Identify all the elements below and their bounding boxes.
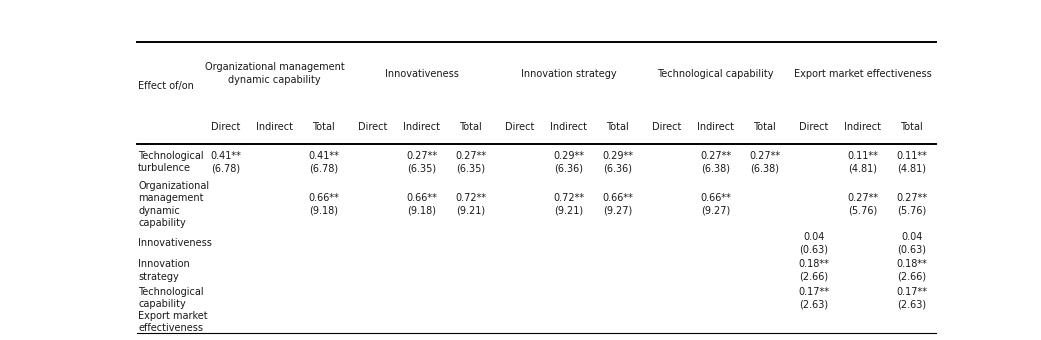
Text: 0.27**
(5.76): 0.27** (5.76) xyxy=(896,193,928,216)
Text: Technological capability: Technological capability xyxy=(657,69,773,79)
Text: Innovation
strategy: Innovation strategy xyxy=(138,259,189,282)
Text: 0.04
(0.63): 0.04 (0.63) xyxy=(897,232,926,254)
Text: Direct: Direct xyxy=(211,122,240,132)
Text: Organizational
management
dynamic
capability: Organizational management dynamic capabi… xyxy=(138,181,209,228)
Text: Indirect: Indirect xyxy=(256,122,294,132)
Text: 0.66**
(9.27): 0.66** (9.27) xyxy=(701,193,731,216)
Text: 0.27**
(5.76): 0.27** (5.76) xyxy=(847,193,879,216)
Text: Technological
turbulence: Technological turbulence xyxy=(138,151,204,173)
Text: 0.66**
(9.18): 0.66** (9.18) xyxy=(308,193,339,216)
Text: 0.66**
(9.27): 0.66** (9.27) xyxy=(602,193,633,216)
Text: 0.18**
(2.66): 0.18** (2.66) xyxy=(896,259,928,282)
Text: 0.18**
(2.66): 0.18** (2.66) xyxy=(798,259,829,282)
Text: Innovativeness: Innovativeness xyxy=(385,69,458,79)
Text: Total: Total xyxy=(900,122,923,132)
Text: 0.11**
(4.81): 0.11** (4.81) xyxy=(896,151,928,173)
Text: Export market
effectiveness: Export market effectiveness xyxy=(138,311,208,334)
Text: Total: Total xyxy=(754,122,776,132)
Text: 0.72**
(9.21): 0.72** (9.21) xyxy=(455,193,486,216)
Text: Direct: Direct xyxy=(358,122,387,132)
Text: Indirect: Indirect xyxy=(403,122,440,132)
Text: 0.41**
(6.78): 0.41** (6.78) xyxy=(308,151,339,173)
Text: 0.41**
(6.78): 0.41** (6.78) xyxy=(210,151,242,173)
Text: Effect of/on: Effect of/on xyxy=(138,81,194,91)
Text: 0.72**
(9.21): 0.72** (9.21) xyxy=(553,193,584,216)
Text: 0.27**
(6.38): 0.27** (6.38) xyxy=(700,151,731,173)
Text: 0.17**
(2.63): 0.17** (2.63) xyxy=(896,287,928,309)
Text: 0.29**
(6.36): 0.29** (6.36) xyxy=(553,151,584,173)
Text: Technological
capability: Technological capability xyxy=(138,287,204,309)
Text: 0.17**
(2.63): 0.17** (2.63) xyxy=(798,287,829,309)
Text: 0.27**
(6.35): 0.27** (6.35) xyxy=(455,151,486,173)
Text: Innovativeness: Innovativeness xyxy=(138,238,212,248)
Text: Indirect: Indirect xyxy=(844,122,881,132)
Text: Indirect: Indirect xyxy=(697,122,734,132)
Text: 0.66**
(9.18): 0.66** (9.18) xyxy=(406,193,437,216)
Text: Total: Total xyxy=(459,122,482,132)
Text: Organizational management
dynamic capability: Organizational management dynamic capabi… xyxy=(205,62,345,85)
Text: 0.27**
(6.35): 0.27** (6.35) xyxy=(406,151,437,173)
Text: Total: Total xyxy=(312,122,335,132)
Text: Direct: Direct xyxy=(798,122,829,132)
Text: 0.11**
(4.81): 0.11** (4.81) xyxy=(847,151,878,173)
Text: Export market effectiveness: Export market effectiveness xyxy=(793,69,932,79)
Text: Direct: Direct xyxy=(505,122,534,132)
Text: Total: Total xyxy=(606,122,629,132)
Text: Innovation strategy: Innovation strategy xyxy=(520,69,616,79)
Text: Direct: Direct xyxy=(652,122,681,132)
Text: Indirect: Indirect xyxy=(550,122,587,132)
Text: 0.04
(0.63): 0.04 (0.63) xyxy=(799,232,828,254)
Text: 0.29**
(6.36): 0.29** (6.36) xyxy=(602,151,633,173)
Text: 0.27**
(6.38): 0.27** (6.38) xyxy=(750,151,780,173)
